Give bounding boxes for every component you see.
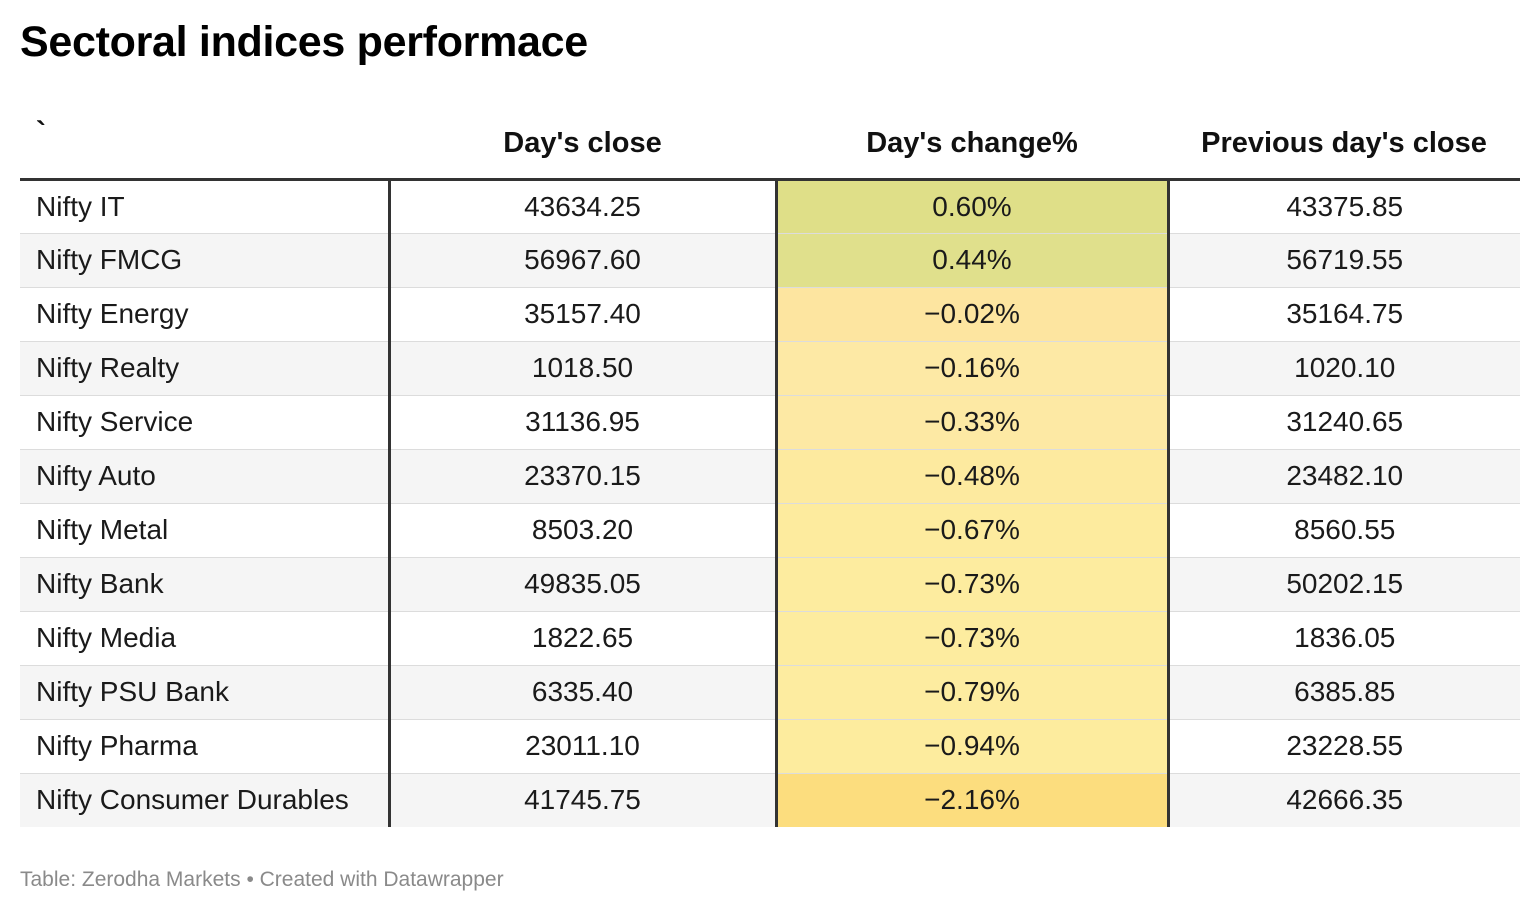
table-row: Nifty Bank 49835.05 −0.73% 50202.15 bbox=[20, 557, 1520, 612]
cell-day-change: −0.48% bbox=[776, 449, 1170, 504]
table-row: Nifty Auto 23370.15 −0.48% 23482.10 bbox=[20, 449, 1520, 504]
cell-previous-close: 1020.10 bbox=[1168, 341, 1520, 396]
cell-day-change: −0.67% bbox=[776, 503, 1170, 558]
cell-day-change: 0.60% bbox=[776, 179, 1170, 234]
cell-day-close: 23011.10 bbox=[389, 719, 778, 774]
cell-index-name: Nifty PSU Bank bbox=[20, 665, 391, 720]
cell-previous-close: 1836.05 bbox=[1168, 611, 1520, 666]
cell-previous-close: 50202.15 bbox=[1168, 557, 1520, 612]
cell-index-name: Nifty Consumer Durables bbox=[20, 773, 391, 827]
footer-separator: • bbox=[240, 868, 260, 891]
cell-day-close: 31136.95 bbox=[389, 395, 778, 450]
cell-index-name: Nifty Auto bbox=[20, 449, 391, 504]
footer-credit: Created with Datawrapper bbox=[259, 868, 504, 891]
cell-day-change: −0.16% bbox=[776, 341, 1170, 396]
cell-index-name: Nifty Bank bbox=[20, 557, 391, 612]
table-row: Nifty Service 31136.95 −0.33% 31240.65 bbox=[20, 395, 1520, 450]
cell-index-name: Nifty Pharma bbox=[20, 719, 391, 774]
table-row: Nifty Energy 35157.40 −0.02% 35164.75 bbox=[20, 287, 1520, 342]
cell-day-change: −2.16% bbox=[776, 773, 1170, 827]
column-header-day-close[interactable]: Day's close bbox=[389, 110, 776, 181]
table-row: Nifty Pharma 23011.10 −0.94% 23228.55 bbox=[20, 719, 1520, 774]
cell-previous-close: 42666.35 bbox=[1168, 773, 1520, 827]
table-row: Nifty Consumer Durables 41745.75 −2.16% 426… bbox=[20, 773, 1520, 827]
cell-day-change: −0.79% bbox=[776, 665, 1170, 720]
cell-day-change: −0.33% bbox=[776, 395, 1170, 450]
cell-index-name: Nifty FMCG bbox=[20, 233, 391, 288]
cell-day-change: −0.73% bbox=[776, 611, 1170, 666]
column-header-previous-close[interactable]: Previous day's close bbox=[1168, 110, 1520, 181]
table-row: Nifty Media 1822.65 −0.73% 1836.05 bbox=[20, 611, 1520, 666]
cell-previous-close: 43375.85 bbox=[1168, 179, 1520, 234]
cell-index-name: Nifty IT bbox=[20, 179, 391, 234]
cell-index-name: Nifty Metal bbox=[20, 503, 391, 558]
footer-source: Table: Zerodha Markets bbox=[20, 868, 241, 891]
cell-previous-close: 23228.55 bbox=[1168, 719, 1520, 774]
cell-previous-close: 6385.85 bbox=[1168, 665, 1520, 720]
chart-title: Sectoral indices performace bbox=[20, 18, 588, 66]
cell-index-name: Nifty Realty bbox=[20, 341, 391, 396]
sector-table: ` Day's close Day's change% Previous day… bbox=[20, 110, 1520, 827]
cell-day-change: 0.44% bbox=[776, 233, 1170, 288]
cell-day-close: 1822.65 bbox=[389, 611, 778, 666]
table-body: Nifty IT 43634.25 0.60% 43375.85 Nifty FMCG 5… bbox=[20, 179, 1520, 827]
table-row: Nifty FMCG 56967.60 0.44% 56719.55 bbox=[20, 233, 1520, 288]
column-header-name[interactable]: ` bbox=[20, 110, 389, 181]
cell-previous-close: 56719.55 bbox=[1168, 233, 1520, 288]
table-header-row: ` Day's close Day's change% Previous day… bbox=[20, 110, 1520, 181]
cell-index-name: Nifty Energy bbox=[20, 287, 391, 342]
cell-day-close: 8503.20 bbox=[389, 503, 778, 558]
cell-index-name: Nifty Media bbox=[20, 611, 391, 666]
column-header-day-change[interactable]: Day's change% bbox=[776, 110, 1168, 181]
table-row: Nifty Metal 8503.20 −0.67% 8560.55 bbox=[20, 503, 1520, 558]
cell-day-close: 1018.50 bbox=[389, 341, 778, 396]
cell-day-close: 56967.60 bbox=[389, 233, 778, 288]
table-row: Nifty IT 43634.25 0.60% 43375.85 bbox=[20, 179, 1520, 234]
cell-day-close: 6335.40 bbox=[389, 665, 778, 720]
footer: Table: Zerodha Markets • Created with Da… bbox=[20, 868, 504, 892]
cell-previous-close: 8560.55 bbox=[1168, 503, 1520, 558]
cell-day-change: −0.94% bbox=[776, 719, 1170, 774]
cell-day-change: −0.02% bbox=[776, 287, 1170, 342]
cell-index-name: Nifty Service bbox=[20, 395, 391, 450]
cell-day-close: 49835.05 bbox=[389, 557, 778, 612]
cell-day-close: 41745.75 bbox=[389, 773, 778, 827]
table-row: Nifty Realty 1018.50 −0.16% 1020.10 bbox=[20, 341, 1520, 396]
cell-day-change: −0.73% bbox=[776, 557, 1170, 612]
cell-day-close: 43634.25 bbox=[389, 179, 778, 234]
table-row: Nifty PSU Bank 6335.40 −0.79% 6385.85 bbox=[20, 665, 1520, 720]
cell-previous-close: 35164.75 bbox=[1168, 287, 1520, 342]
cell-previous-close: 23482.10 bbox=[1168, 449, 1520, 504]
cell-previous-close: 31240.65 bbox=[1168, 395, 1520, 450]
cell-day-close: 23370.15 bbox=[389, 449, 778, 504]
cell-day-close: 35157.40 bbox=[389, 287, 778, 342]
